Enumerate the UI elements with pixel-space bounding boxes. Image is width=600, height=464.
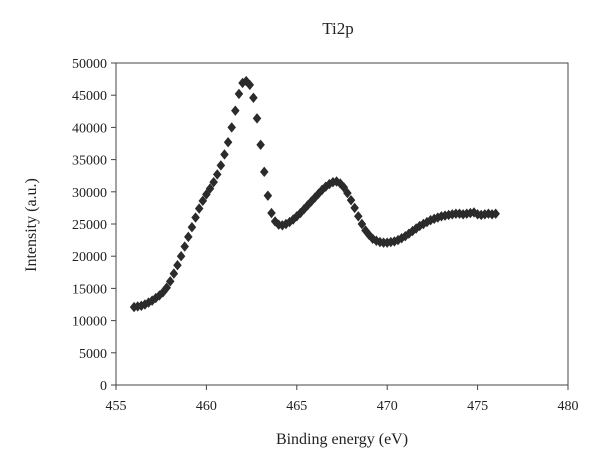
data-point <box>288 214 298 225</box>
data-point <box>212 169 222 180</box>
x-axis: 455 460 465 470 475 480 <box>106 385 579 414</box>
data-point <box>227 122 236 133</box>
data-point <box>169 268 179 279</box>
data-point <box>310 192 320 203</box>
y-tick-label: 35000 <box>72 154 107 169</box>
data-point <box>165 276 175 287</box>
data-point <box>184 231 193 243</box>
data-point <box>162 282 171 293</box>
x-axis-title: Binding energy (eV) <box>276 431 408 448</box>
x-tick-label: 480 <box>558 399 579 414</box>
data-point <box>296 207 305 219</box>
y-tick-label: 25000 <box>72 218 107 233</box>
y-tick-label: 0 <box>100 379 107 394</box>
data-point <box>390 236 399 247</box>
data-point <box>317 184 327 196</box>
data-point <box>231 105 240 116</box>
y-axis-title: Intensity (a.u.) <box>23 178 40 272</box>
data-point <box>415 220 425 232</box>
data-point <box>173 260 182 271</box>
data-point <box>267 207 276 219</box>
data-point <box>285 216 294 228</box>
data-point <box>354 211 363 222</box>
data-point <box>335 178 345 189</box>
data-point <box>259 166 269 178</box>
plot-area <box>115 62 569 386</box>
data-point <box>278 220 287 231</box>
data-point <box>332 176 341 187</box>
data-point <box>346 194 356 206</box>
data-point <box>256 139 265 150</box>
y-tick-label: 5000 <box>79 347 107 362</box>
data-point <box>292 211 302 222</box>
data-point <box>263 190 273 201</box>
x-tick-label: 460 <box>196 399 217 414</box>
x-tick-label: 455 <box>106 399 127 414</box>
data-point <box>234 88 244 100</box>
data-point <box>198 195 208 207</box>
x-tick-label: 470 <box>377 399 398 414</box>
data-point <box>419 218 428 230</box>
data-point <box>180 241 189 252</box>
data-point <box>343 187 352 199</box>
data-point <box>191 212 200 223</box>
data-point <box>404 228 414 239</box>
x-tick-label: 465 <box>286 399 307 414</box>
data-point <box>176 251 186 262</box>
data-point <box>411 223 421 234</box>
y-tick-label: 45000 <box>72 89 107 104</box>
data-point <box>364 229 374 241</box>
data-point <box>252 113 262 124</box>
data-point <box>249 92 258 103</box>
y-tick-label: 20000 <box>72 250 107 265</box>
data-point <box>325 178 334 190</box>
y-axis: 0 5000 10000 15000 20000 25000 30000 35000 40000… <box>72 57 116 394</box>
data-point <box>216 160 226 171</box>
data-point <box>187 222 197 233</box>
data-point <box>194 203 204 214</box>
data-point <box>270 216 280 227</box>
chart-title: Ti2p <box>322 19 354 38</box>
data-point <box>241 75 251 87</box>
data-point <box>245 79 255 91</box>
data-point <box>223 137 233 148</box>
data-point <box>357 218 367 230</box>
data-point <box>372 235 381 246</box>
y-tick-label: 10000 <box>72 315 107 330</box>
data-point <box>220 149 229 160</box>
data-point <box>397 232 406 244</box>
y-tick-label: 50000 <box>72 57 107 72</box>
data-series <box>129 75 500 313</box>
y-tick-label: 40000 <box>72 121 107 136</box>
data-point <box>205 183 215 194</box>
y-tick-label: 15000 <box>72 282 107 297</box>
data-point <box>209 176 218 188</box>
y-tick-label: 30000 <box>72 186 107 201</box>
data-point <box>350 202 359 214</box>
data-point <box>491 208 500 219</box>
x-tick-label: 475 <box>467 399 488 414</box>
